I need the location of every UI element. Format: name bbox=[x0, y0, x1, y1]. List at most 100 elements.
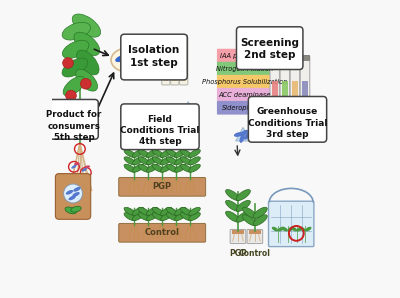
Ellipse shape bbox=[76, 69, 98, 91]
FancyBboxPatch shape bbox=[180, 37, 188, 85]
FancyBboxPatch shape bbox=[121, 104, 199, 150]
Ellipse shape bbox=[121, 59, 134, 66]
Ellipse shape bbox=[189, 157, 200, 165]
FancyBboxPatch shape bbox=[162, 37, 170, 85]
Ellipse shape bbox=[189, 109, 193, 119]
Ellipse shape bbox=[175, 212, 186, 221]
FancyBboxPatch shape bbox=[217, 75, 272, 89]
Ellipse shape bbox=[124, 207, 136, 215]
Ellipse shape bbox=[234, 132, 243, 137]
Text: Phosphorus Solubilization: Phosphorus Solubilization bbox=[202, 79, 287, 85]
Bar bbox=[172, 35, 178, 39]
Ellipse shape bbox=[138, 164, 150, 172]
Ellipse shape bbox=[297, 227, 303, 232]
Circle shape bbox=[80, 78, 91, 89]
Ellipse shape bbox=[138, 157, 150, 165]
FancyBboxPatch shape bbox=[300, 56, 310, 122]
Bar bbox=[281, 55, 289, 60]
Bar bbox=[164, 51, 168, 81]
Ellipse shape bbox=[160, 164, 172, 172]
Ellipse shape bbox=[240, 134, 245, 143]
Ellipse shape bbox=[132, 212, 144, 221]
Ellipse shape bbox=[272, 227, 278, 232]
Ellipse shape bbox=[226, 211, 240, 222]
Ellipse shape bbox=[72, 192, 80, 197]
Ellipse shape bbox=[166, 149, 178, 157]
Ellipse shape bbox=[160, 157, 172, 165]
Ellipse shape bbox=[166, 164, 178, 172]
Text: Nitrogen Fixation: Nitrogen Fixation bbox=[216, 66, 273, 72]
Ellipse shape bbox=[160, 207, 172, 215]
Text: Control: Control bbox=[239, 249, 271, 258]
Ellipse shape bbox=[62, 22, 90, 40]
Text: Isolation
1st step: Isolation 1st step bbox=[128, 45, 180, 68]
Ellipse shape bbox=[242, 215, 256, 226]
Ellipse shape bbox=[240, 130, 248, 136]
Ellipse shape bbox=[82, 168, 87, 172]
Bar bbox=[302, 81, 308, 119]
Ellipse shape bbox=[299, 227, 306, 232]
Ellipse shape bbox=[128, 52, 139, 62]
Ellipse shape bbox=[226, 200, 240, 211]
Ellipse shape bbox=[152, 149, 164, 157]
Ellipse shape bbox=[281, 227, 288, 232]
Ellipse shape bbox=[115, 55, 128, 62]
Ellipse shape bbox=[124, 50, 132, 61]
Bar bbox=[163, 35, 169, 39]
FancyBboxPatch shape bbox=[217, 88, 272, 102]
Text: Greenhouse
Conditions Trial
3rd step: Greenhouse Conditions Trial 3rd step bbox=[248, 108, 327, 139]
Ellipse shape bbox=[175, 164, 186, 172]
Ellipse shape bbox=[175, 207, 186, 215]
Ellipse shape bbox=[244, 132, 251, 140]
Ellipse shape bbox=[62, 58, 88, 77]
Bar bbox=[271, 55, 279, 60]
Ellipse shape bbox=[77, 50, 99, 75]
Bar bbox=[272, 81, 278, 119]
Ellipse shape bbox=[124, 157, 136, 165]
Ellipse shape bbox=[73, 187, 81, 192]
Ellipse shape bbox=[124, 212, 136, 221]
Text: Product for
consumers
5th step: Product for consumers 5th step bbox=[46, 111, 102, 142]
FancyBboxPatch shape bbox=[56, 174, 91, 219]
FancyBboxPatch shape bbox=[247, 229, 263, 244]
FancyBboxPatch shape bbox=[236, 27, 303, 69]
Bar bbox=[301, 55, 309, 60]
Circle shape bbox=[66, 90, 76, 101]
Text: Screening
2nd step: Screening 2nd step bbox=[240, 38, 299, 60]
Ellipse shape bbox=[190, 106, 197, 114]
Ellipse shape bbox=[291, 227, 297, 232]
Bar bbox=[232, 230, 244, 234]
Ellipse shape bbox=[138, 212, 150, 221]
Ellipse shape bbox=[236, 211, 250, 222]
Ellipse shape bbox=[66, 190, 73, 195]
Ellipse shape bbox=[138, 207, 150, 215]
Ellipse shape bbox=[180, 207, 192, 215]
Ellipse shape bbox=[184, 109, 190, 118]
FancyBboxPatch shape bbox=[119, 178, 206, 196]
Ellipse shape bbox=[71, 206, 81, 212]
Ellipse shape bbox=[146, 164, 158, 172]
Ellipse shape bbox=[242, 207, 256, 218]
Ellipse shape bbox=[146, 149, 158, 157]
Circle shape bbox=[64, 184, 82, 203]
Ellipse shape bbox=[236, 200, 250, 211]
Ellipse shape bbox=[146, 157, 158, 165]
Ellipse shape bbox=[236, 190, 250, 201]
FancyBboxPatch shape bbox=[217, 101, 272, 115]
Ellipse shape bbox=[84, 165, 90, 168]
Ellipse shape bbox=[253, 215, 267, 226]
FancyBboxPatch shape bbox=[121, 34, 187, 80]
Text: PGP: PGP bbox=[153, 182, 172, 191]
Ellipse shape bbox=[175, 157, 186, 165]
Ellipse shape bbox=[138, 149, 150, 157]
FancyBboxPatch shape bbox=[171, 37, 179, 85]
Ellipse shape bbox=[146, 212, 158, 221]
Ellipse shape bbox=[180, 149, 192, 157]
Ellipse shape bbox=[132, 207, 144, 215]
Bar bbox=[181, 51, 186, 81]
Ellipse shape bbox=[152, 207, 164, 215]
Ellipse shape bbox=[189, 212, 200, 221]
FancyBboxPatch shape bbox=[268, 201, 314, 246]
FancyBboxPatch shape bbox=[270, 56, 280, 122]
Bar bbox=[292, 81, 298, 119]
